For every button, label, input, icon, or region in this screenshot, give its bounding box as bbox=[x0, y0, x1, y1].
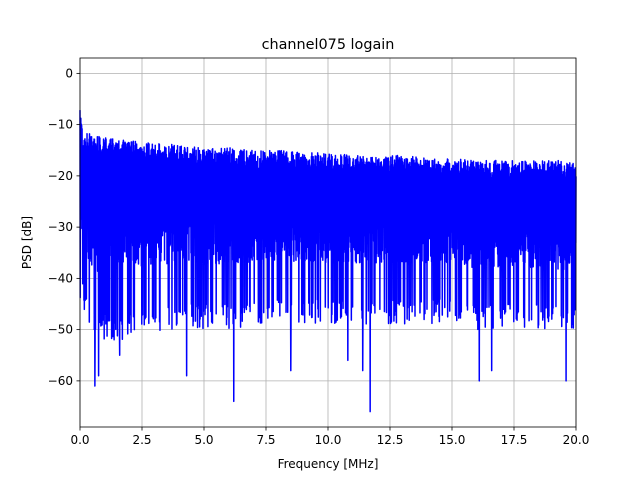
x-tick-label: 15.0 bbox=[439, 433, 466, 447]
x-tick-label: 12.5 bbox=[377, 433, 404, 447]
y-tick-label: 0 bbox=[65, 66, 73, 80]
x-axis-label: Frequency [MHz] bbox=[278, 457, 379, 471]
chart-title: channel075 logain bbox=[262, 37, 395, 53]
x-tick-label: 5.0 bbox=[194, 433, 213, 447]
x-tick-label: 2.5 bbox=[132, 433, 151, 447]
y-tick-label: −60 bbox=[48, 374, 73, 388]
x-axis: 0.0 2.5 5.0 7.5 10.0 12.5 15.0 17.5 20.0 bbox=[70, 427, 589, 447]
psd-series-line bbox=[79, 110, 577, 413]
y-tick-label: −50 bbox=[48, 323, 73, 337]
x-tick-label: 10.0 bbox=[315, 433, 342, 447]
y-tick-label: −20 bbox=[48, 169, 73, 183]
y-axis: 0 −10 −20 −30 −40 −50 −60 bbox=[48, 66, 80, 388]
x-tick-label: 17.5 bbox=[501, 433, 528, 447]
x-tick-label: 20.0 bbox=[563, 433, 590, 447]
y-tick-label: −10 bbox=[48, 118, 73, 132]
y-tick-label: −30 bbox=[48, 220, 73, 234]
plot-area bbox=[79, 110, 577, 413]
y-tick-label: −40 bbox=[48, 271, 73, 285]
x-tick-label: 0.0 bbox=[70, 433, 89, 447]
y-axis-label: PSD [dB] bbox=[20, 216, 34, 269]
x-tick-label: 7.5 bbox=[256, 433, 275, 447]
